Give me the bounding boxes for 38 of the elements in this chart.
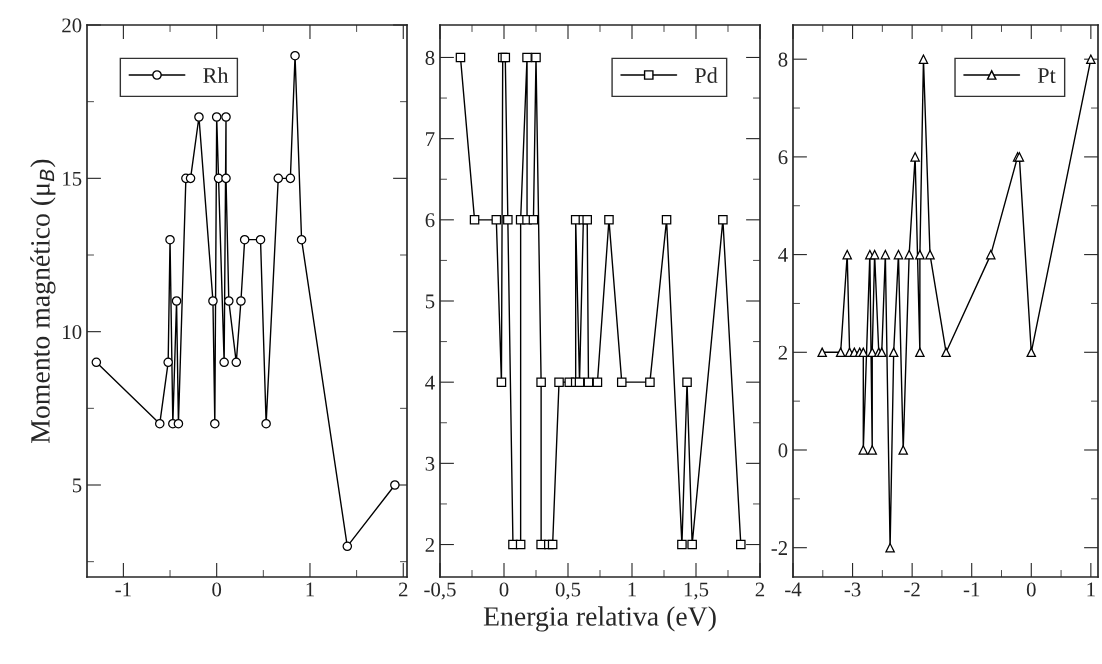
x-tick-label: 1	[306, 582, 314, 597]
y-tick-label: 2	[425, 537, 434, 552]
y-tick-label: 10	[63, 325, 82, 340]
legend-label: Rh	[203, 67, 229, 83]
y-tick-label: 2	[778, 345, 787, 360]
legend-label: Pt	[1037, 68, 1056, 83]
y-tick-label: 4	[425, 375, 435, 390]
y-tick-label: 8	[778, 52, 788, 67]
x-tick-label: 0	[1026, 582, 1036, 597]
x-axis-title: Energia relativa (eV)	[483, 606, 716, 632]
y-tick-label: -2	[771, 541, 787, 555]
x-tick-label: -1	[963, 582, 980, 597]
x-tick-label: -1	[115, 582, 131, 597]
x-tick-label: 1	[628, 582, 636, 597]
y-tick-label: 7	[426, 132, 435, 146]
y-tick-label: 6	[425, 213, 435, 228]
y-tick-label: 0	[778, 443, 788, 458]
x-tick-label: 0	[499, 582, 509, 597]
y-tick-label: 5	[72, 478, 82, 493]
y-tick-label: 4	[778, 248, 788, 262]
y-tick-label: 3	[425, 456, 435, 471]
y-tick-label: 5	[425, 294, 435, 309]
x-tick-label: -2	[904, 582, 920, 597]
x-tick-label: 0,5	[555, 582, 581, 600]
x-tick-label: -3	[844, 582, 861, 597]
x-tick-label: 2	[755, 582, 765, 597]
x-tick-label: 1	[1087, 582, 1095, 597]
y-axis-title: Momento magnético (μ$_{B}$)	[30, 159, 56, 443]
y-tick-label: 20	[62, 18, 82, 33]
y-tick-label: 8	[425, 50, 435, 65]
x-tick-label: 2	[398, 582, 408, 597]
legend-label: Pd	[694, 67, 718, 83]
x-tick-label: -4	[785, 582, 802, 597]
x-tick-label: -0,5	[424, 582, 456, 600]
y-tick-label: 15	[63, 171, 82, 186]
x-tick-label: 0	[212, 582, 222, 597]
x-tick-label: 1,5	[684, 582, 709, 600]
y-tick-label: 6	[778, 150, 788, 165]
